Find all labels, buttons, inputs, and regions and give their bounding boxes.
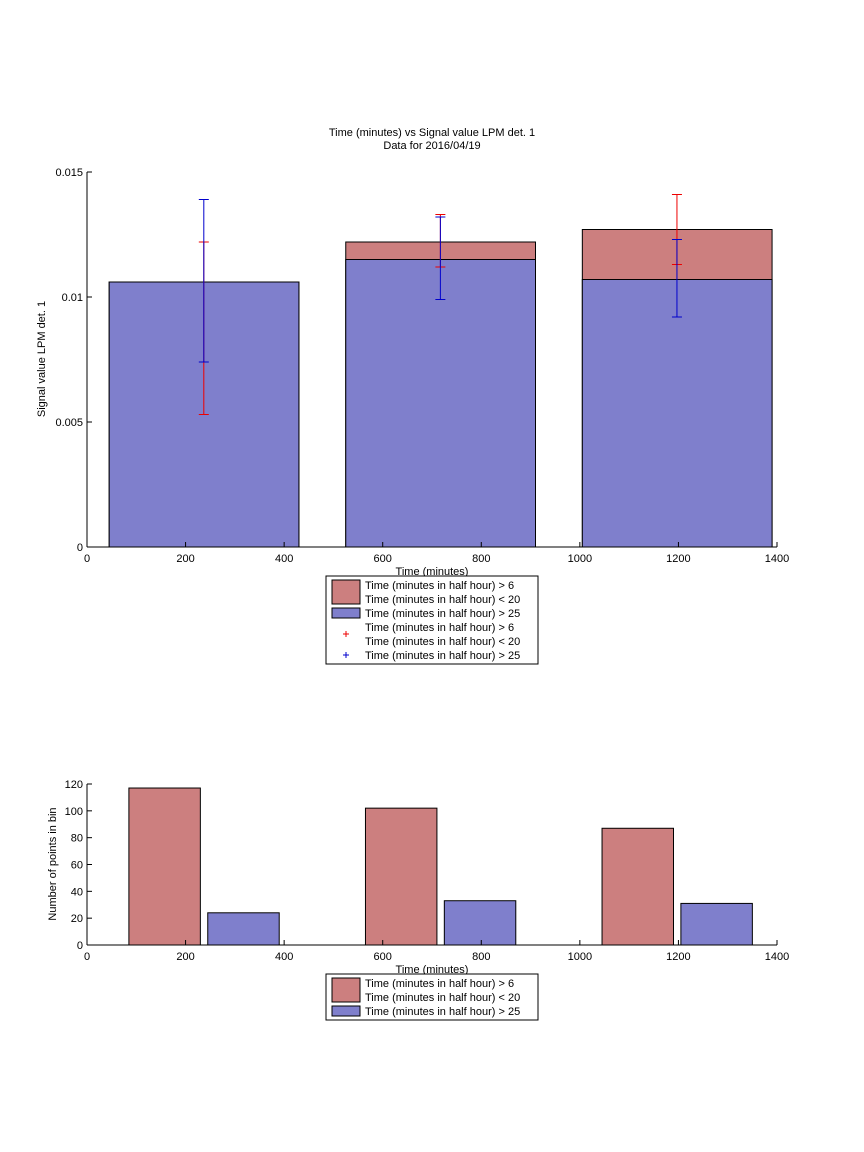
legend-entry-text: Time (minutes in half hour) < 20: [365, 636, 520, 648]
x-tick-label: 200: [176, 951, 194, 963]
legend-entry-text: Time (minutes in half hour) > 6: [365, 978, 514, 990]
bottom-x-axis-label: Time (minutes): [396, 964, 469, 976]
y-tick-label: 120: [65, 779, 83, 791]
y-tick-label: 0: [77, 542, 83, 554]
blue-count-bar: [680, 902, 753, 946]
x-tick-label: 400: [275, 951, 293, 963]
y-tick-label: 0: [77, 940, 83, 952]
legend-box: [325, 973, 539, 1021]
red-count-bar: [364, 807, 438, 946]
blue-count-bar: [207, 912, 280, 946]
x-tick-label: 400: [275, 553, 293, 565]
y-tick-label: 0.005: [55, 417, 83, 429]
chart-title: Time (minutes) vs Signal value LPM det. …: [329, 127, 535, 139]
legend-entry-text: Time (minutes in half hour) > 6: [365, 622, 514, 634]
y-tick-label: 100: [65, 806, 83, 818]
blue-count-bar: [443, 900, 517, 946]
x-tick-label: 1400: [765, 553, 789, 565]
legend-entry-text: Time (minutes in half hour) < 20: [365, 594, 520, 606]
y-tick-label: 60: [71, 860, 83, 872]
bottom-plot-area: 0 200 400 600 800 1000 1200 1400 0 20 40 60 80 100 120: [65, 779, 790, 963]
x-tick-label: 0: [84, 951, 90, 963]
legend-entry-text: Time (minutes in half hour) > 25: [365, 1006, 520, 1018]
x-tick-label: 800: [472, 553, 490, 565]
legend-entry-text: Time (minutes in half hour) > 25: [365, 608, 520, 620]
red-legend-patch: [331, 579, 361, 605]
y-tick-label: 80: [71, 833, 83, 845]
top-legend: Time (minutes in half hour) > 6 Time (min…: [325, 575, 539, 665]
red-count-bar: [601, 827, 674, 946]
y-tick-label: 0.015: [55, 167, 83, 179]
x-tick-label: 1000: [568, 951, 592, 963]
x-tick-label: 600: [374, 553, 392, 565]
x-tick-label: 1400: [765, 951, 789, 963]
blue-bar: [581, 279, 773, 548]
legend-entry-text: Time (minutes in half hour) > 6: [365, 580, 514, 592]
x-tick-label: 0: [84, 553, 90, 565]
x-tick-label: 1200: [666, 553, 690, 565]
legend-box: [325, 575, 539, 665]
red-count-bar: [128, 787, 201, 946]
x-tick-label: 200: [176, 553, 194, 565]
bottom-legend: Time (minutes in half hour) > 6 Time (min…: [325, 973, 539, 1021]
x-tick-label: 800: [472, 951, 490, 963]
x-tick-label: 1200: [666, 951, 690, 963]
x-tick-label: 600: [374, 951, 392, 963]
bottom-y-axis-label: Number of points in bin: [47, 807, 59, 920]
legend-entry-text: Time (minutes in half hour) < 20: [365, 992, 520, 1004]
y-tick-label: 40: [71, 886, 83, 898]
chart-subtitle: Data for 2016/04/19: [383, 140, 480, 152]
y-tick-label: 0.01: [62, 292, 83, 304]
blue-legend-patch: [331, 607, 361, 619]
blue-bar: [345, 259, 536, 548]
legend-entry-text: Time (minutes in half hour) > 25: [365, 650, 520, 662]
top-x-axis-label: Time (minutes): [396, 566, 469, 578]
top-y-axis-label: Signal value LPM det. 1: [36, 301, 48, 417]
blue-legend-patch: [331, 1005, 361, 1017]
red-legend-patch: [331, 977, 361, 1003]
y-tick-label: 20: [71, 913, 83, 925]
top-plot-area: 0 200 400 600 800 1000 1200 1400 0 0.005 0.01 0.015: [55, 167, 789, 565]
x-tick-label: 1000: [568, 553, 592, 565]
